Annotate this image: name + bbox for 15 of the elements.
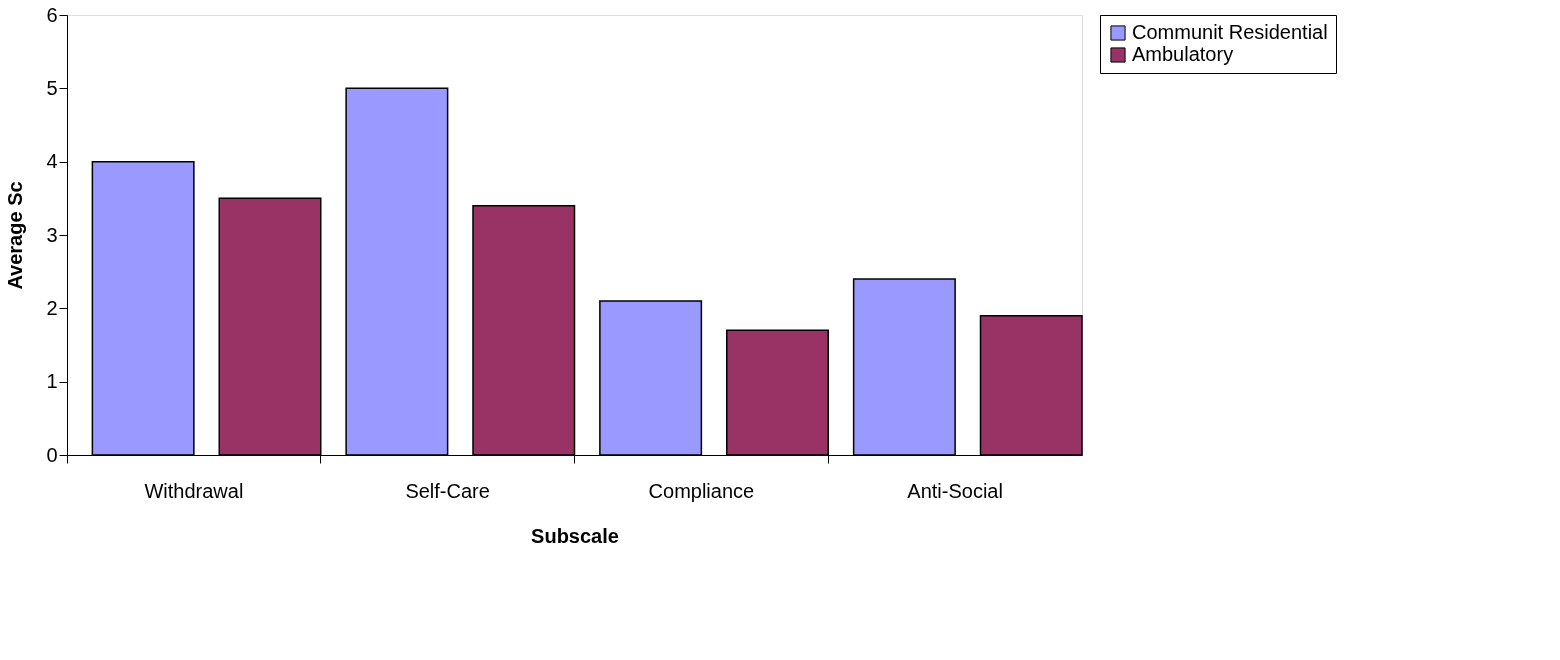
x-tick-label: Compliance <box>648 479 755 502</box>
y-tick-label: 1 <box>46 370 58 393</box>
legend-label: Communit Residential <box>1132 21 1328 43</box>
x-tick-label: Anti-Social <box>907 479 1003 502</box>
y-tick-label: 6 <box>46 3 58 26</box>
y-tick-label: 2 <box>46 296 58 319</box>
legend-label: Ambulatory <box>1132 43 1234 65</box>
x-tick-label: Withdrawal <box>144 479 244 502</box>
y-axis-title: Average Sc <box>4 181 27 290</box>
y-tick-label: 3 <box>46 223 58 246</box>
x-axis-title: Subscale <box>531 524 619 547</box>
y-tick-label: 0 <box>46 443 58 466</box>
x-tick-label: Self-Care <box>405 479 490 502</box>
y-tick-label: 5 <box>46 76 58 99</box>
y-tick-label: 4 <box>46 150 58 173</box>
